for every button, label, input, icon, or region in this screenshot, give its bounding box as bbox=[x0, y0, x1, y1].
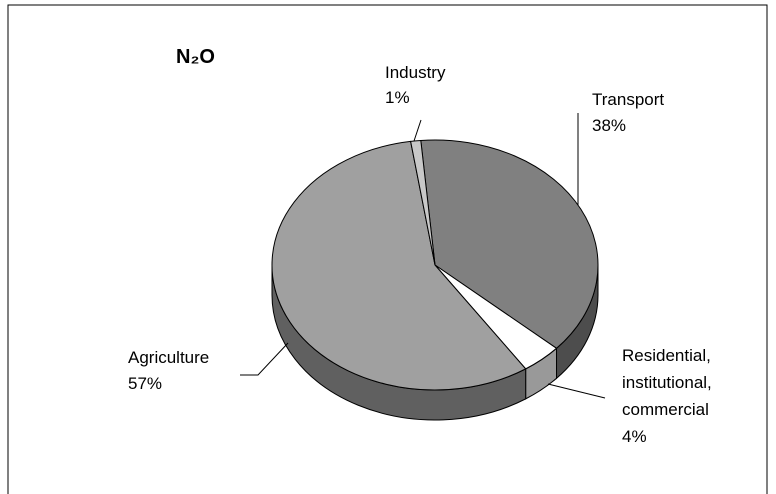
slice-label: Residential, institutional, commercial bbox=[622, 346, 712, 419]
slice bbox=[271, 140, 527, 391]
value-label: 4% bbox=[622, 427, 647, 446]
leader-line bbox=[413, 119, 422, 142]
slice-label: Transport bbox=[592, 90, 665, 109]
frame bbox=[7, 4, 768, 494]
slice-label: Industry bbox=[385, 63, 446, 82]
value-label: 38% bbox=[592, 116, 627, 135]
value-label: 1% bbox=[385, 88, 410, 107]
slice-label: Agriculture bbox=[128, 348, 210, 367]
leader-line bbox=[240, 342, 289, 376]
leader-line bbox=[547, 383, 606, 399]
value-label: 57% bbox=[128, 374, 163, 393]
slice bbox=[410, 139, 436, 266]
chart-title: N₂O bbox=[176, 46, 215, 68]
slice bbox=[420, 139, 599, 349]
